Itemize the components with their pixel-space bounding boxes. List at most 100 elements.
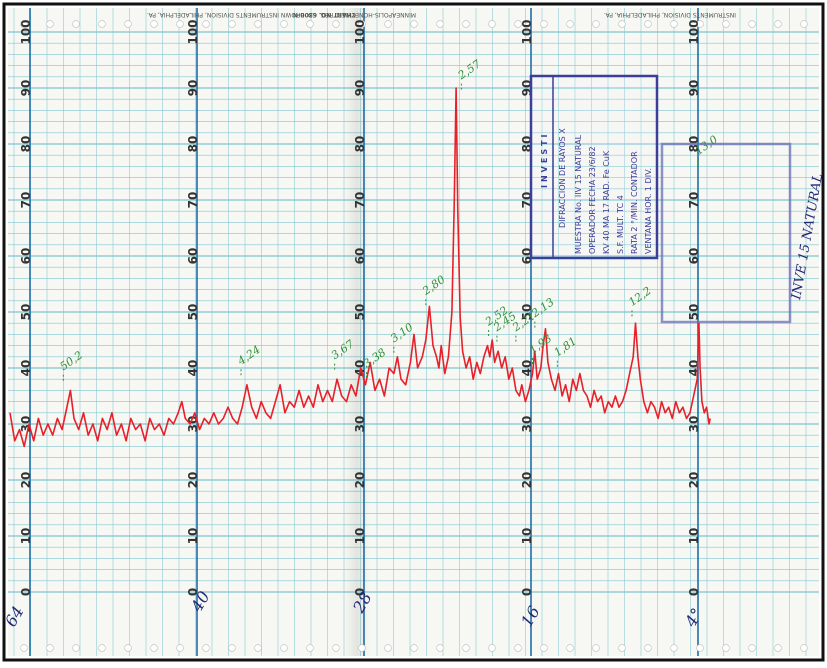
stamp-line: KV 40 MA 17 RAD. Fe CuK: [602, 150, 611, 254]
y-tick-label: 50: [186, 304, 200, 321]
header-maker-mid: MINNEAPOLIS-HONEYWELL REG. CO. BROWN INS…: [147, 11, 416, 18]
sprocket-hole: [540, 644, 548, 652]
y-tick-label: 0: [186, 588, 200, 596]
sprocket-hole: [696, 644, 704, 652]
y-tick-label: 10: [520, 528, 534, 545]
paper-background: [8, 8, 819, 656]
y-tick-label: 70: [353, 192, 367, 209]
sprocket-hole: [20, 20, 28, 28]
y-tick-label: 70: [186, 192, 200, 209]
y-tick-label: 60: [19, 248, 33, 265]
y-tick-label: 90: [353, 80, 367, 97]
sprocket-hole: [410, 644, 418, 652]
y-tick-label: 70: [687, 192, 701, 209]
sprocket-hole: [254, 644, 262, 652]
sprocket-hole: [774, 20, 782, 28]
y-tick-label: 40: [186, 360, 200, 377]
y-tick-label: 30: [687, 416, 701, 433]
y-tick-label: 50: [520, 304, 534, 321]
sprocket-hole: [800, 644, 808, 652]
sprocket-hole: [150, 644, 158, 652]
stamp-line: OPERADOR FECHA 23/6/82: [588, 146, 597, 254]
y-tick-label: 20: [19, 472, 33, 489]
sprocket-hole: [592, 20, 600, 28]
y-tick-label: 100: [520, 19, 534, 44]
sprocket-hole: [384, 20, 392, 28]
sprocket-hole: [670, 644, 678, 652]
y-tick-label: 20: [353, 472, 367, 489]
y-tick-label: 80: [186, 136, 200, 153]
y-tick-label: 60: [186, 248, 200, 265]
stamp-ghost: [660, 142, 792, 324]
sprocket-hole: [722, 644, 730, 652]
sprocket-hole: [696, 20, 704, 28]
sprocket-hole: [358, 20, 366, 28]
y-tick-label: 0: [687, 588, 701, 596]
sprocket-hole: [332, 20, 340, 28]
sprocket-hole: [410, 20, 418, 28]
sprocket-hole: [514, 644, 522, 652]
sprocket-hole: [176, 20, 184, 28]
sprocket-hole: [774, 644, 782, 652]
y-tick-label: 100: [353, 19, 367, 44]
sprocket-hole: [150, 20, 158, 28]
sprocket-hole: [436, 20, 444, 28]
sprocket-hole: [566, 644, 574, 652]
stamp-line: VENTANA HOR. 1 DIV.: [644, 168, 653, 254]
stamp-line: DIFRACCION DE RAYOS X: [558, 128, 567, 228]
sprocket-hole: [46, 644, 54, 652]
sprocket-holes-bottom: [20, 644, 808, 652]
sprocket-hole: [176, 644, 184, 652]
sprocket-hole: [98, 644, 106, 652]
y-tick-label: 100: [19, 19, 33, 44]
stamp-line: S.F. MULT. TC 4: [616, 195, 625, 254]
y-tick-label: 0: [353, 588, 367, 596]
sprocket-hole: [592, 644, 600, 652]
stamp-border: [529, 74, 659, 260]
y-tick-label: 10: [687, 528, 701, 545]
y-tick-label: 30: [520, 416, 534, 433]
series-group: [9, 87, 711, 448]
stamp-title: INVESTI: [540, 131, 549, 188]
sprocket-hole: [46, 20, 54, 28]
stamp-line: RATA 2 °/MIN. CONTADOR: [630, 151, 639, 254]
sprocket-hole: [748, 644, 756, 652]
sprocket-hole: [280, 644, 288, 652]
sprocket-hole: [514, 20, 522, 28]
sprocket-hole: [436, 644, 444, 652]
sprocket-hole: [384, 644, 392, 652]
y-tick-label: 80: [19, 136, 33, 153]
sprocket-hole: [306, 644, 314, 652]
y-tick-label: 60: [687, 248, 701, 265]
y-tick-label: 20: [520, 472, 534, 489]
y-tick-label: 40: [19, 360, 33, 377]
y-tick-label: 60: [353, 248, 367, 265]
sprocket-hole: [202, 20, 210, 28]
y-tick-label: 0: [19, 588, 33, 596]
y-tick-label: 20: [687, 472, 701, 489]
stamp-line: MUESTRA No. IIV 15 NATURAL: [574, 134, 583, 254]
y-tick-label: 10: [186, 528, 200, 545]
sprocket-hole: [358, 644, 366, 652]
y-tick-label: 90: [687, 80, 701, 97]
sprocket-hole: [644, 644, 652, 652]
sprocket-hole: [20, 644, 28, 652]
y-tick-label: 70: [19, 192, 33, 209]
paper-fold: [344, 8, 370, 656]
y-tick-label: 80: [353, 136, 367, 153]
y-tick-label: 90: [19, 80, 33, 97]
y-tick-label: 30: [353, 416, 367, 433]
paper-header: INSTRUMENTS DIVISION, PHILADELPHIA, PA. …: [147, 11, 736, 18]
sprocket-hole: [202, 644, 210, 652]
diffraction-trace: [9, 87, 711, 448]
y-tick-label: 100: [687, 19, 701, 44]
y-tick-label: 50: [353, 304, 367, 321]
header-chart-no: CHART NO. 6300-N: [293, 11, 356, 18]
header-maker-left: INSTRUMENTS DIVISION, PHILADELPHIA, PA.: [604, 11, 736, 18]
sprocket-hole: [72, 644, 80, 652]
sprocket-hole: [566, 20, 574, 28]
y-tick-label: 40: [687, 360, 701, 377]
sprocket-hole: [670, 20, 678, 28]
